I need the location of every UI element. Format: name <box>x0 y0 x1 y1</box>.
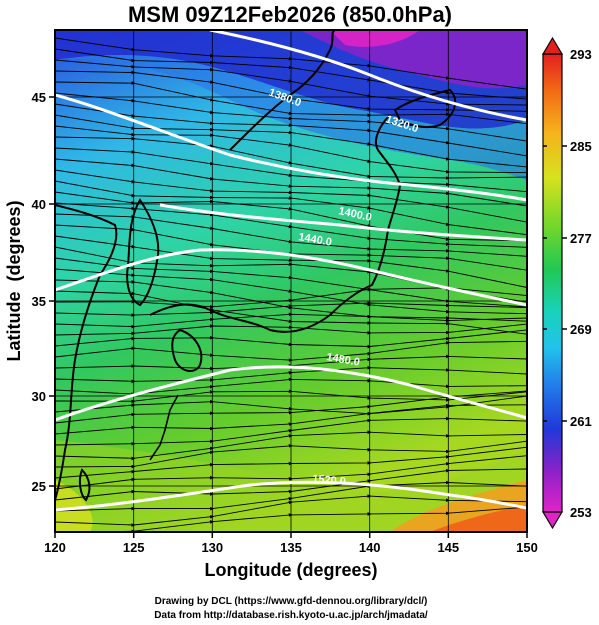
x-tick-140: 140 <box>359 540 381 555</box>
taiwan-coastline <box>78 468 91 502</box>
tick-marks <box>49 96 528 538</box>
colorbar-label-277: 277 <box>570 231 592 246</box>
colorbar-bottom-arrow <box>541 511 564 530</box>
contour-1320 <box>209 30 527 122</box>
x-tick-120: 120 <box>44 540 66 555</box>
colorbar-ticks <box>543 145 567 422</box>
colorbar-label-253: 253 <box>570 505 592 520</box>
contour-1380 <box>55 93 527 202</box>
russia-coastline <box>229 30 336 151</box>
x-tick-150: 150 <box>516 540 538 555</box>
height-contours <box>55 30 527 512</box>
x-tick-145: 145 <box>437 540 459 555</box>
warm-southwest <box>55 480 93 532</box>
contour-1440 <box>55 248 527 307</box>
korea-coastline <box>126 198 160 307</box>
contour-label-1480: 1480.0 <box>325 351 360 369</box>
ryukyu-islands <box>149 394 179 461</box>
x-axis-label: Longitude (degrees) <box>204 560 377 580</box>
china-coastline <box>55 204 118 501</box>
coldest-region <box>330 30 420 47</box>
hokkaido-coastline <box>393 88 457 129</box>
plot-area: 1380.0 1320.0 1400.0 1440.0 1480.0 1520.… <box>55 30 527 532</box>
colorbar-label-269: 269 <box>570 322 592 337</box>
y-tick-labels: 25 30 35 40 45 <box>32 90 46 494</box>
colorbar-label-261: 261 <box>570 414 592 429</box>
warmest-region <box>430 505 527 532</box>
y-axis-label: Latitude (degrees) <box>4 200 24 361</box>
x-tick-135: 135 <box>280 540 302 555</box>
credit-data: Data from http://database.rish.kyoto-u.a… <box>154 610 428 621</box>
contour-1400 <box>159 203 527 242</box>
colorbar-fill <box>542 53 563 513</box>
x-tick-130: 130 <box>201 540 223 555</box>
colorbar-label-285: 285 <box>570 139 592 154</box>
colorbar: 293 285 277 269 261 253 <box>541 36 592 530</box>
streamline <box>55 323 527 336</box>
y-tick-25: 25 <box>32 479 46 494</box>
kyushu-coastline <box>171 328 203 372</box>
contour-1520 <box>55 480 527 512</box>
y-tick-30: 30 <box>32 389 46 404</box>
coastlines <box>55 30 457 502</box>
x-tick-125: 125 <box>123 540 145 555</box>
chart-title: MSM 09Z12Feb2026 (850.0hPa) <box>128 2 452 27</box>
contour-label-1520: 1520.0 <box>312 473 347 488</box>
japan-coastline <box>149 114 402 333</box>
wind-streamlines <box>55 37 527 532</box>
contour-1480 <box>55 365 527 422</box>
colorbar-top-arrow <box>541 36 564 55</box>
credit-drawing: Drawing by DCL (https://www.gfd-dennou.o… <box>155 596 428 607</box>
colorbar-label-293: 293 <box>570 47 592 62</box>
contour-label-1440: 1440.0 <box>297 231 332 249</box>
y-tick-45: 45 <box>32 90 46 105</box>
x-tick-labels: 120 125 130 135 140 145 150 <box>44 540 538 555</box>
y-tick-35: 35 <box>32 294 46 309</box>
y-tick-40: 40 <box>32 197 46 212</box>
